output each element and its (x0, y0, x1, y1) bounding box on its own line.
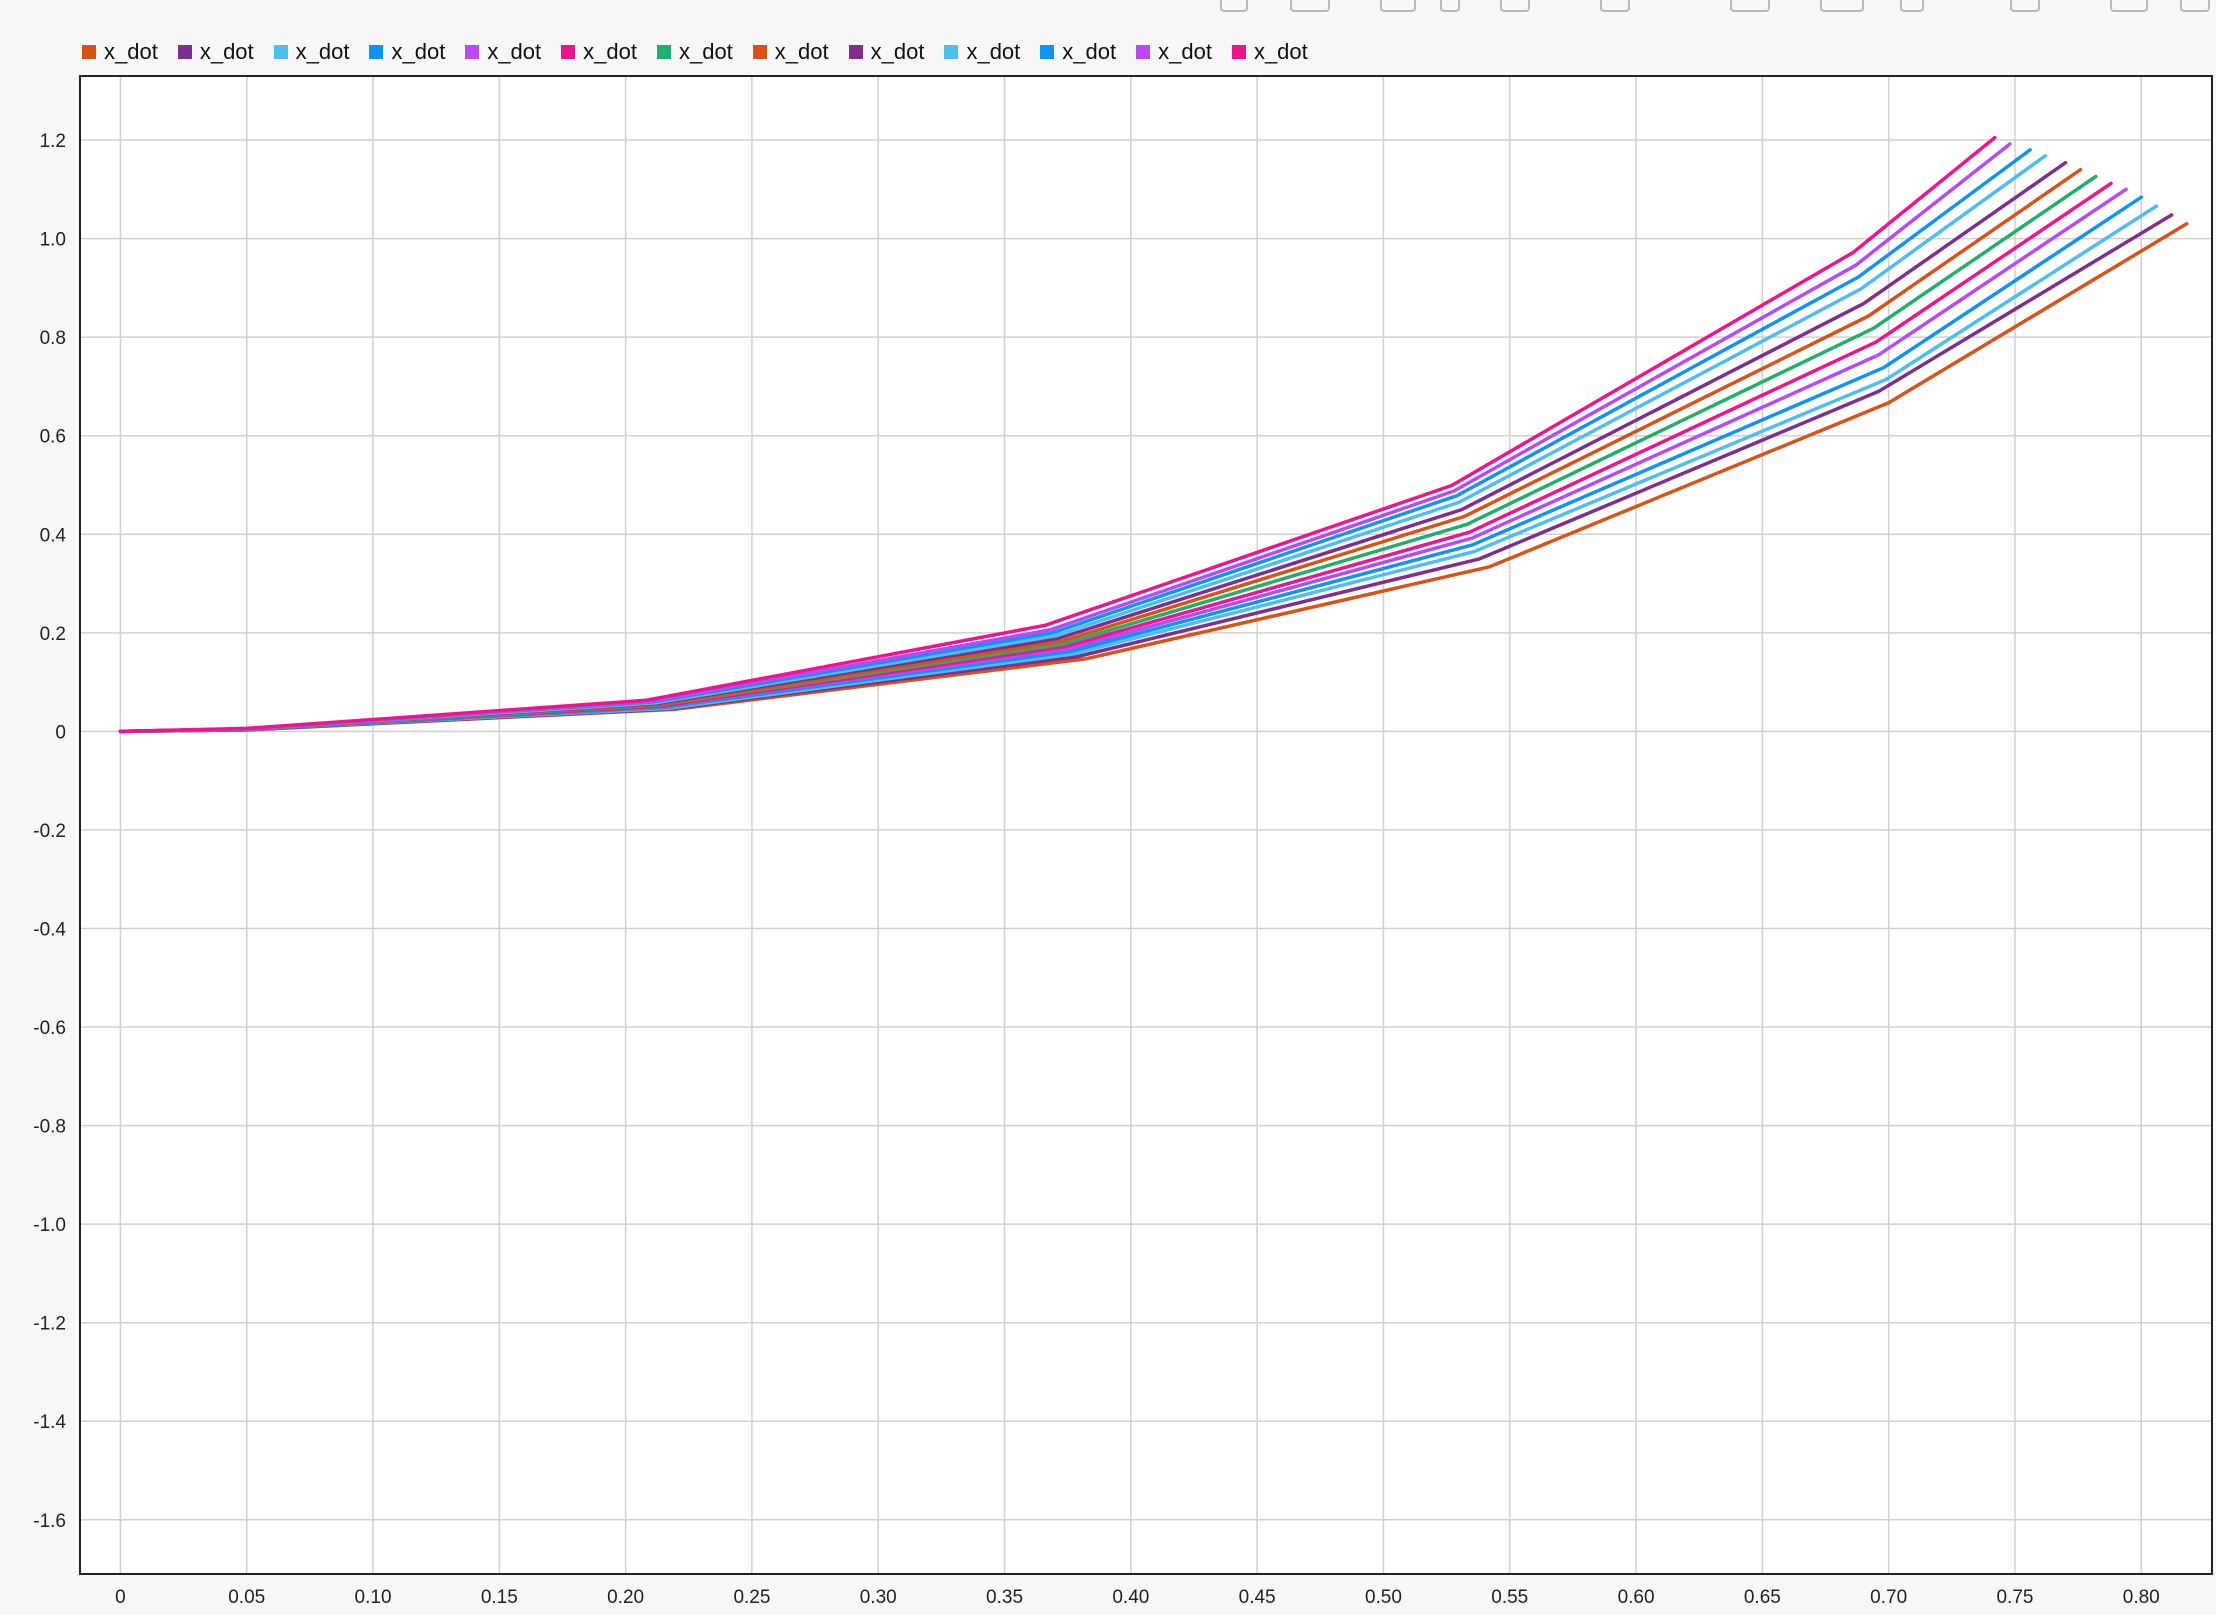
legend-label: x_dot (966, 39, 1021, 64)
y-tick-label: -0.8 (33, 1117, 66, 1138)
pan-icon[interactable] (1900, 0, 1924, 12)
dropdown-icon[interactable] (1440, 0, 1460, 12)
x-tick-label: 0.65 (1744, 1587, 1781, 1608)
legend-swatch (944, 45, 959, 59)
layout-icon[interactable] (1380, 0, 1416, 12)
y-tick-label: -0.2 (33, 821, 66, 842)
legend-item[interactable]: x_dot (465, 39, 541, 65)
zoom-x-icon[interactable] (1820, 0, 1864, 12)
x-tick-label: 0.20 (607, 1587, 644, 1608)
legend-item[interactable]: x_dot (752, 39, 829, 65)
legend-label: x_dot (678, 39, 733, 64)
legend-label: x_dot (870, 39, 925, 64)
legend-label: x_dot (391, 39, 446, 64)
record-icon[interactable] (1220, 0, 1248, 12)
legend-item[interactable]: x_dot (1136, 39, 1212, 65)
series-line-13 (118, 135, 1997, 734)
legend-swatch (82, 45, 96, 59)
legend-swatch (273, 45, 288, 59)
redo-icon[interactable] (1290, 0, 1330, 12)
y-tick-label: -0.6 (33, 1018, 66, 1039)
x-tick-label: 0.75 (1996, 1587, 2033, 1608)
x-tick-label: 0.30 (860, 1587, 897, 1608)
toolbar (1180, 0, 2216, 16)
legend-item[interactable]: x_dot (369, 39, 445, 65)
legend-swatch (465, 45, 480, 59)
y-tick-label: -0.4 (33, 919, 66, 940)
fit-view-icon[interactable] (1730, 0, 1770, 12)
x-tick-label: 0.35 (986, 1587, 1023, 1608)
legend-label: x_dot (583, 39, 637, 64)
legend-swatch (369, 45, 384, 59)
grid-icon[interactable] (2010, 0, 2040, 12)
legend-swatch (177, 45, 192, 59)
plot-area (80, 76, 2212, 1574)
x-tick-label: 0.45 (1239, 1587, 1276, 1608)
legend-item[interactable]: x_dot (848, 39, 925, 65)
legend-label: x_dot (774, 39, 829, 64)
zoom-in-icon[interactable] (1600, 0, 1630, 12)
y-tick-label: 1.0 (40, 230, 66, 251)
x-tick-label: 0.05 (228, 1587, 265, 1608)
legend-label: x_dot (1253, 39, 1308, 64)
data-cursor-icon[interactable] (1500, 0, 1530, 12)
y-tick-label: -1.2 (33, 1314, 66, 1335)
legend-label: x_dot (487, 39, 542, 64)
legend-item[interactable]: x_dot (177, 39, 254, 65)
y-tick-label: 0.2 (40, 624, 66, 645)
y-tick-label: 0.6 (40, 427, 66, 448)
legend-swatch (848, 45, 863, 59)
y-tick-label: -1.0 (33, 1215, 66, 1236)
x-tick-label: 0.80 (2123, 1587, 2160, 1608)
y-tick-label: 1.2 (40, 131, 66, 152)
legend-item[interactable]: x_dot (1231, 39, 1308, 65)
x-tick-label: 0.50 (1365, 1587, 1402, 1608)
y-tick-label: 0 (55, 722, 66, 743)
legend-swatch (656, 45, 671, 59)
legend-swatch (561, 45, 576, 59)
legend: x_dot x_dot x_dot x_dot x_dot x_dot x_dot x_dot… (82, 36, 1328, 68)
legend-item[interactable]: x_dot (1040, 39, 1116, 65)
legend-label: x_dot (104, 39, 158, 64)
y-tick-label: -1.6 (33, 1511, 66, 1532)
x-tick-label: 0.60 (1618, 1587, 1655, 1608)
legend-label: x_dot (295, 39, 350, 64)
legend-item[interactable]: x_dot (944, 39, 1020, 65)
legend-swatch (1231, 45, 1246, 59)
legend-swatch (1136, 45, 1151, 59)
y-tick-label: 0.8 (40, 328, 66, 349)
legend-swatch (1040, 45, 1055, 59)
legend-label: x_dot (1158, 39, 1212, 64)
legend-label: x_dot (1062, 39, 1117, 64)
x-tick-label: 0.40 (1112, 1587, 1149, 1608)
legend-item[interactable]: x_dot (656, 39, 733, 65)
x-tick-label: 0.25 (733, 1587, 770, 1608)
x-tick-label: 0.10 (355, 1587, 392, 1608)
axes-frame (79, 75, 2213, 1575)
legend-item[interactable]: x_dot (273, 39, 350, 65)
legend-item[interactable]: x_dot (82, 39, 158, 65)
settings-icon[interactable] (2180, 0, 2210, 12)
x-tick-label: 0 (115, 1587, 126, 1608)
x-tick-label: 0.70 (1870, 1587, 1907, 1608)
x-tick-label: 0.15 (481, 1587, 518, 1608)
x-tick-label: 0.55 (1491, 1587, 1528, 1608)
y-tick-label: -1.4 (33, 1412, 66, 1433)
legend-swatch (752, 45, 767, 59)
legend-item[interactable]: x_dot (561, 39, 637, 65)
legend-label: x_dot (199, 39, 254, 64)
y-tick-label: 0.4 (40, 525, 67, 546)
window-icon[interactable] (2110, 0, 2148, 12)
